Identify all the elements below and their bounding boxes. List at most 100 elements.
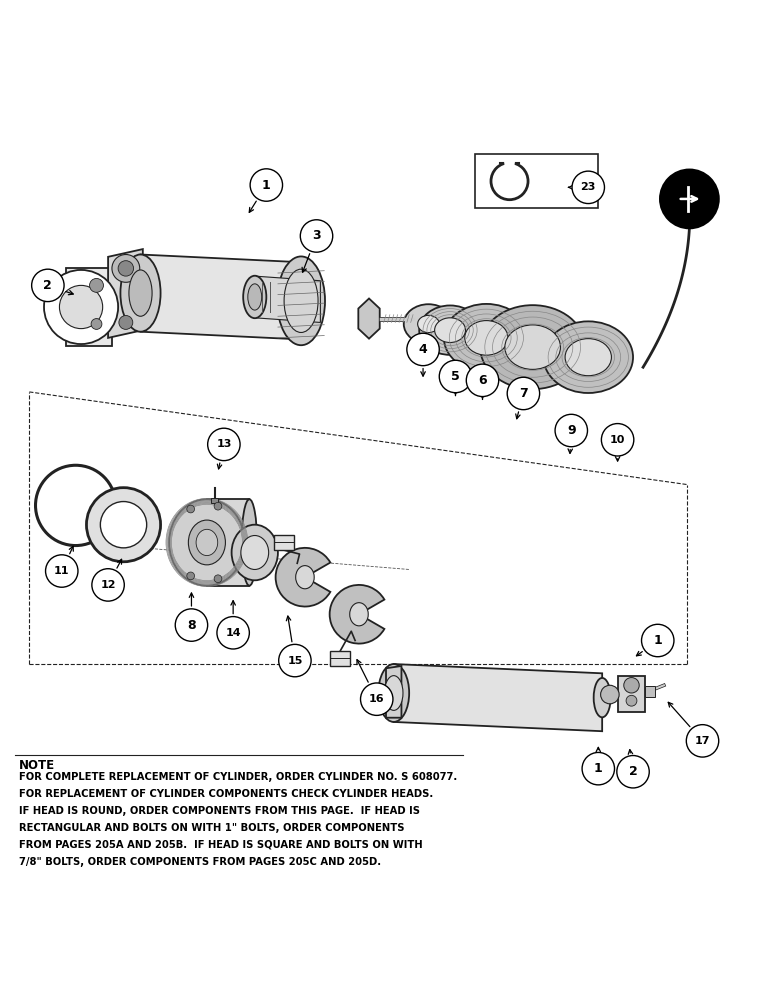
Ellipse shape bbox=[242, 499, 257, 586]
Circle shape bbox=[214, 502, 222, 510]
Circle shape bbox=[59, 285, 103, 329]
Circle shape bbox=[100, 502, 147, 548]
Ellipse shape bbox=[465, 321, 508, 355]
Circle shape bbox=[601, 685, 619, 704]
Ellipse shape bbox=[543, 321, 633, 393]
Circle shape bbox=[466, 364, 499, 397]
Text: 16: 16 bbox=[369, 694, 384, 704]
Text: 2: 2 bbox=[628, 765, 638, 778]
Circle shape bbox=[439, 360, 472, 393]
Polygon shape bbox=[141, 255, 301, 339]
Polygon shape bbox=[358, 299, 380, 339]
Ellipse shape bbox=[248, 284, 262, 310]
Circle shape bbox=[32, 269, 64, 302]
Ellipse shape bbox=[296, 566, 314, 589]
Ellipse shape bbox=[284, 269, 318, 332]
Text: 8: 8 bbox=[187, 619, 196, 632]
Circle shape bbox=[91, 319, 102, 329]
Ellipse shape bbox=[444, 304, 529, 372]
Polygon shape bbox=[66, 268, 112, 346]
Text: FROM PAGES 205A AND 205B.  IF HEAD IS SQUARE AND BOLTS ON WITH: FROM PAGES 205A AND 205B. IF HEAD IS SQU… bbox=[19, 840, 423, 850]
Text: 6: 6 bbox=[478, 374, 487, 387]
Ellipse shape bbox=[384, 676, 403, 710]
Text: IF HEAD IS ROUND, ORDER COMPONENTS FROM THIS PAGE.  IF HEAD IS: IF HEAD IS ROUND, ORDER COMPONENTS FROM … bbox=[19, 806, 420, 816]
Text: 1: 1 bbox=[594, 762, 603, 775]
Bar bbox=[475, 154, 598, 208]
Circle shape bbox=[361, 683, 393, 715]
Ellipse shape bbox=[378, 664, 409, 722]
Circle shape bbox=[572, 171, 604, 204]
Circle shape bbox=[118, 261, 134, 276]
Circle shape bbox=[624, 678, 639, 693]
Polygon shape bbox=[207, 499, 249, 586]
Ellipse shape bbox=[277, 256, 325, 345]
Bar bbox=[211, 498, 218, 503]
Circle shape bbox=[250, 169, 283, 201]
Circle shape bbox=[626, 695, 637, 706]
Circle shape bbox=[217, 617, 249, 649]
Circle shape bbox=[300, 220, 333, 252]
Circle shape bbox=[491, 163, 528, 200]
Circle shape bbox=[92, 569, 124, 601]
Text: 15: 15 bbox=[287, 656, 303, 666]
Wedge shape bbox=[276, 548, 330, 607]
Circle shape bbox=[507, 377, 540, 410]
Circle shape bbox=[46, 555, 78, 587]
Text: 13: 13 bbox=[216, 439, 232, 449]
Circle shape bbox=[582, 752, 615, 785]
Text: 11: 11 bbox=[54, 566, 69, 576]
Ellipse shape bbox=[419, 305, 481, 355]
Polygon shape bbox=[386, 666, 401, 718]
Ellipse shape bbox=[505, 325, 560, 369]
Text: 10: 10 bbox=[610, 435, 625, 445]
Circle shape bbox=[555, 414, 587, 447]
Circle shape bbox=[660, 170, 719, 228]
Ellipse shape bbox=[232, 525, 278, 580]
Text: 1: 1 bbox=[262, 179, 271, 192]
Text: 9: 9 bbox=[567, 424, 576, 437]
Bar bbox=[274, 535, 294, 550]
Circle shape bbox=[36, 465, 116, 546]
Ellipse shape bbox=[188, 520, 225, 565]
Ellipse shape bbox=[594, 678, 611, 717]
Text: 5: 5 bbox=[451, 370, 460, 383]
Circle shape bbox=[112, 255, 140, 282]
Circle shape bbox=[208, 428, 240, 461]
Circle shape bbox=[407, 333, 439, 366]
Circle shape bbox=[175, 609, 208, 641]
Ellipse shape bbox=[243, 276, 266, 318]
Text: RECTANGULAR AND BOLTS ON WITH 1" BOLTS, ORDER COMPONENTS: RECTANGULAR AND BOLTS ON WITH 1" BOLTS, … bbox=[19, 823, 405, 833]
Circle shape bbox=[279, 644, 311, 677]
Circle shape bbox=[686, 725, 719, 757]
Circle shape bbox=[119, 315, 133, 329]
Circle shape bbox=[601, 424, 634, 456]
Text: NOTE: NOTE bbox=[19, 759, 56, 772]
Text: 4: 4 bbox=[418, 343, 428, 356]
Bar bbox=[330, 651, 350, 666]
Bar bbox=[645, 686, 655, 697]
Ellipse shape bbox=[418, 315, 439, 333]
Text: 2: 2 bbox=[43, 279, 52, 292]
Circle shape bbox=[86, 488, 161, 562]
Circle shape bbox=[214, 575, 222, 583]
Text: 23: 23 bbox=[581, 182, 596, 192]
Ellipse shape bbox=[350, 603, 368, 626]
Ellipse shape bbox=[169, 499, 245, 586]
Ellipse shape bbox=[480, 305, 585, 389]
Ellipse shape bbox=[565, 339, 611, 376]
Circle shape bbox=[617, 756, 649, 788]
Ellipse shape bbox=[129, 270, 152, 316]
Text: 7/8" BOLTS, ORDER COMPONENTS FROM PAGES 205C AND 205D.: 7/8" BOLTS, ORDER COMPONENTS FROM PAGES … bbox=[19, 857, 381, 867]
Circle shape bbox=[44, 270, 118, 344]
Polygon shape bbox=[255, 276, 320, 322]
Polygon shape bbox=[394, 664, 602, 731]
Polygon shape bbox=[108, 249, 143, 338]
Circle shape bbox=[90, 278, 103, 292]
Circle shape bbox=[642, 624, 674, 657]
Text: 17: 17 bbox=[695, 736, 710, 746]
Ellipse shape bbox=[241, 536, 269, 569]
Text: FOR REPLACEMENT OF CYLINDER COMPONENTS CHECK CYLINDER HEADS.: FOR REPLACEMENT OF CYLINDER COMPONENTS C… bbox=[19, 789, 434, 799]
Wedge shape bbox=[506, 163, 513, 181]
Ellipse shape bbox=[120, 255, 161, 332]
Wedge shape bbox=[330, 585, 384, 644]
